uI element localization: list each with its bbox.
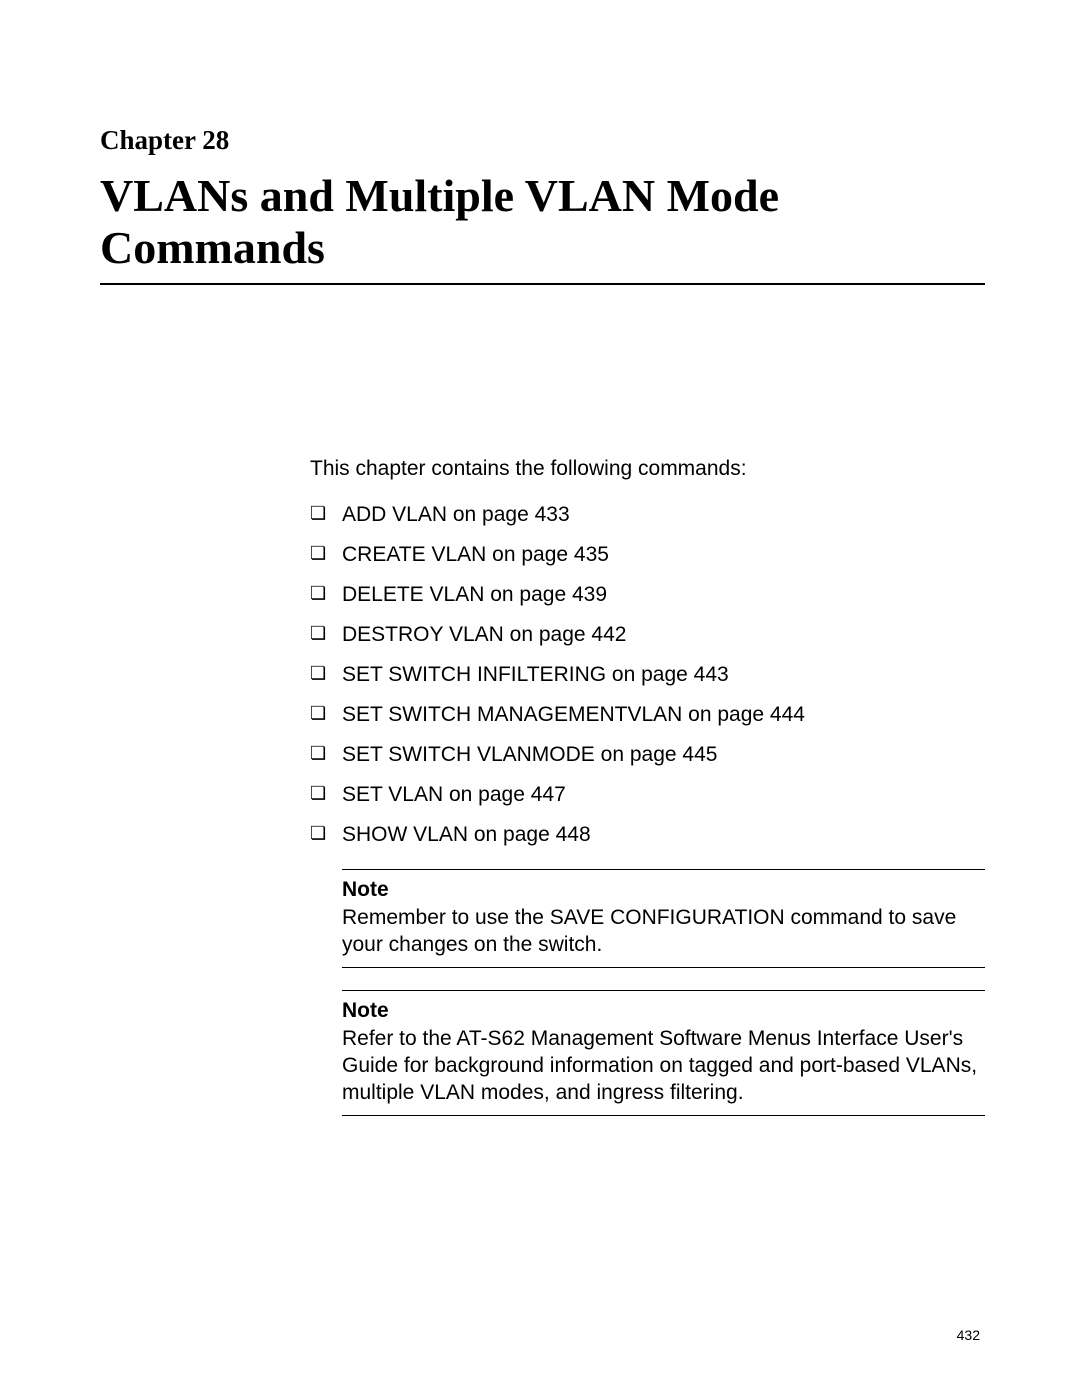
list-item: SET SWITCH MANAGEMENTVLAN on page 444: [310, 703, 985, 727]
note-label: Note: [342, 999, 985, 1023]
note-label: Note: [342, 878, 985, 902]
list-item: SET SWITCH VLANMODE on page 445: [310, 743, 985, 767]
list-item: CREATE VLAN on page 435: [310, 543, 985, 567]
note-block: Note Refer to the AT-S62 Management Soft…: [342, 990, 985, 1116]
list-item: DELETE VLAN on page 439: [310, 583, 985, 607]
intro-text: This chapter contains the following comm…: [310, 457, 985, 481]
note-text: Remember to use the SAVE CONFIGURATION c…: [342, 904, 985, 959]
list-item: DESTROY VLAN on page 442: [310, 623, 985, 647]
note-text: Refer to the AT-S62 Management Software …: [342, 1025, 985, 1107]
note-block: Note Remember to use the SAVE CONFIGURAT…: [342, 869, 985, 968]
chapter-title: VLANs and Multiple VLAN Mode Commands: [100, 170, 985, 285]
document-page: Chapter 28 VLANs and Multiple VLAN Mode …: [0, 0, 1080, 1176]
list-item: SET SWITCH INFILTERING on page 443: [310, 663, 985, 687]
page-number: 432: [957, 1327, 980, 1343]
command-list: ADD VLAN on page 433 CREATE VLAN on page…: [310, 503, 985, 847]
content-block: This chapter contains the following comm…: [310, 457, 985, 1115]
list-item: SHOW VLAN on page 448: [310, 823, 985, 847]
list-item: ADD VLAN on page 433: [310, 503, 985, 527]
list-item: SET VLAN on page 447: [310, 783, 985, 807]
chapter-label: Chapter 28: [100, 125, 985, 156]
